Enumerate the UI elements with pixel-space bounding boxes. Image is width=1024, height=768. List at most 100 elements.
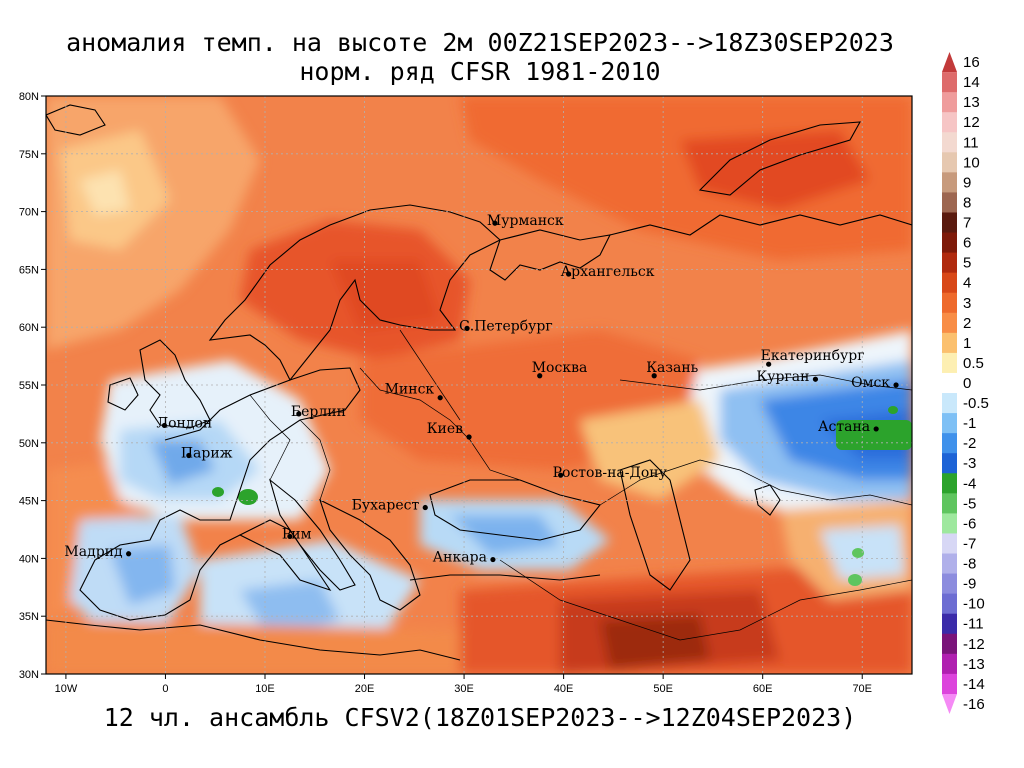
colorbar-segment bbox=[942, 332, 957, 354]
city-label: С.Петербург bbox=[459, 318, 553, 334]
colorbar-label: 7 bbox=[963, 215, 971, 232]
city-marker bbox=[126, 551, 132, 557]
colorbar-segment bbox=[942, 413, 957, 434]
colorbar-segment bbox=[942, 352, 957, 374]
colorbar-segment bbox=[942, 533, 957, 555]
colorbar-segment bbox=[942, 272, 957, 294]
lat-tick-label: 75N bbox=[19, 149, 39, 161]
colorbar-segment bbox=[942, 513, 957, 534]
city-marker bbox=[492, 220, 498, 226]
city-marker bbox=[873, 426, 879, 432]
colorbar-label: 4 bbox=[963, 275, 971, 292]
colorbar-segment bbox=[942, 292, 957, 314]
city-label: Казань bbox=[646, 360, 698, 376]
city-marker bbox=[490, 556, 496, 563]
lat-tick-label: 55N bbox=[19, 380, 39, 392]
colorbar-label: -4 bbox=[963, 475, 976, 492]
colorbar-label: 0 bbox=[963, 375, 971, 392]
colorbar-label: -14 bbox=[963, 676, 985, 693]
city-marker bbox=[287, 533, 293, 540]
colorbar-label: -8 bbox=[963, 556, 976, 573]
colorbar-label: 11 bbox=[963, 134, 979, 151]
colorbar-label: 5 bbox=[963, 255, 971, 272]
lon-tick-label: 10W bbox=[55, 683, 78, 695]
colorbar-label: 12 bbox=[963, 114, 980, 131]
colorbar-label: -12 bbox=[963, 636, 985, 653]
lat-tick-label: 80N bbox=[19, 91, 39, 103]
lat-tick-label: 60N bbox=[19, 322, 39, 334]
city-marker bbox=[766, 361, 772, 367]
city-label: Мурманск bbox=[487, 213, 564, 229]
colorbar-segment bbox=[942, 653, 957, 675]
city-marker bbox=[466, 434, 472, 440]
city-label: Лондон bbox=[156, 415, 212, 431]
colorbar-segment bbox=[942, 192, 957, 213]
city-label: Анкара bbox=[433, 550, 487, 566]
colorbar-label: 16 bbox=[963, 54, 980, 71]
colorbar-segment bbox=[942, 172, 957, 193]
city-marker bbox=[437, 395, 443, 401]
lon-tick-label: 70E bbox=[852, 683, 872, 695]
lon-tick-label: 30E bbox=[454, 683, 474, 695]
colorbar-segment bbox=[942, 212, 957, 234]
city-label: Ростов-на-Дону bbox=[553, 465, 668, 481]
city-label: Омск bbox=[851, 375, 890, 391]
colorbar-label: -13 bbox=[963, 656, 985, 673]
city-label: Париж bbox=[181, 446, 233, 462]
colorbar-label: -16 bbox=[963, 696, 985, 713]
city-marker bbox=[651, 373, 657, 379]
lon-tick-label: 10E bbox=[255, 683, 275, 695]
lon-tick-label: 0 bbox=[162, 683, 168, 695]
lat-tick-label: 35N bbox=[19, 611, 39, 623]
city-marker bbox=[558, 472, 564, 478]
colorbar-label: 8 bbox=[963, 194, 971, 211]
city-marker bbox=[537, 373, 543, 379]
city-label: Екатеринбург bbox=[761, 348, 865, 364]
city-marker bbox=[161, 422, 168, 429]
city-label: Москва bbox=[532, 360, 588, 376]
colorbar-label: -5 bbox=[963, 495, 976, 512]
city-label: Берлин bbox=[291, 404, 346, 420]
lat-tick-label: 65N bbox=[19, 264, 39, 276]
colorbar-segment bbox=[942, 52, 957, 73]
colorbar-segment bbox=[942, 553, 957, 575]
colorbar-segment bbox=[942, 232, 957, 254]
city-label: Минск bbox=[385, 382, 435, 398]
city-label: Бухарест bbox=[352, 498, 420, 514]
colorbar-segment bbox=[942, 393, 957, 414]
colorbar-segment bbox=[942, 112, 957, 133]
lon-tick-label: 60E bbox=[753, 683, 773, 695]
city-marker bbox=[812, 376, 819, 382]
coastlines bbox=[46, 104, 912, 661]
colorbar-segment bbox=[942, 593, 957, 615]
colorbar-label: 9 bbox=[963, 174, 971, 191]
city-label: Мадрид bbox=[64, 544, 123, 560]
colorbar-segment bbox=[942, 693, 957, 714]
city-marker bbox=[422, 504, 428, 511]
city-label: Архангельск bbox=[561, 264, 655, 280]
chart-title: аномалия темп. на высоте 2м 00Z21SEP2023… bbox=[66, 28, 894, 57]
colorbar-segment bbox=[942, 473, 957, 494]
colorbar-label: 6 bbox=[963, 235, 971, 252]
colorbar-segment bbox=[942, 132, 957, 153]
colorbar-label: -7 bbox=[963, 535, 976, 552]
lon-tick-label: 40E bbox=[554, 683, 574, 695]
city-label: Рим bbox=[282, 526, 312, 542]
colorbar-segment bbox=[942, 633, 957, 655]
colorbar-label: 0.5 bbox=[963, 355, 984, 372]
colorbar-label: 1 bbox=[963, 335, 971, 352]
colorbar-segment bbox=[942, 673, 957, 695]
city-marker bbox=[893, 382, 899, 388]
city-label: Киев bbox=[427, 421, 463, 437]
colorbar-label: -6 bbox=[963, 515, 976, 532]
lat-tick-label: 30N bbox=[19, 669, 39, 681]
city-marker bbox=[296, 411, 302, 417]
lat-tick-label: 50N bbox=[19, 438, 39, 450]
city-label: Курган bbox=[756, 369, 809, 385]
colorbar-label: -10 bbox=[963, 596, 985, 613]
colorbar-segment bbox=[942, 312, 957, 334]
chart-footer: 12 чл. ансамбль CFSV2(18Z01SEP2023-->12Z… bbox=[103, 703, 857, 732]
colorbar-label: 14 bbox=[963, 74, 980, 91]
colorbar-segment bbox=[942, 613, 957, 635]
city-marker bbox=[186, 452, 192, 459]
